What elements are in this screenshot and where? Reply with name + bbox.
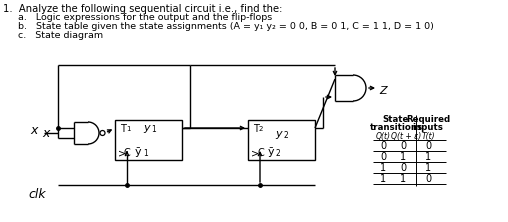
Text: 0: 0 (380, 141, 386, 151)
Text: 0: 0 (400, 163, 406, 172)
Text: ȳ: ȳ (268, 147, 275, 157)
Text: C: C (124, 148, 131, 158)
Text: 0: 0 (425, 141, 431, 151)
Text: 1: 1 (380, 163, 386, 172)
Text: y: y (143, 123, 150, 133)
Text: 1: 1 (400, 151, 406, 161)
Text: T(t): T(t) (421, 132, 435, 141)
Text: State: State (383, 115, 409, 124)
Text: ȳ: ȳ (135, 147, 142, 157)
Text: 1: 1 (400, 174, 406, 184)
Text: 1: 1 (143, 149, 148, 158)
Text: Required: Required (406, 115, 450, 124)
Text: Q(t): Q(t) (375, 132, 391, 141)
Text: inputs: inputs (412, 123, 443, 132)
Text: b.   State table given the state assignments (A = y₁ y₂ = 0 0, B = 0 1, C = 1 1,: b. State table given the state assignmen… (18, 22, 434, 31)
Text: >: > (118, 148, 126, 158)
Text: transitions: transitions (369, 123, 423, 132)
Text: Z: Z (379, 86, 387, 96)
Text: 2: 2 (259, 125, 263, 131)
Text: 1: 1 (380, 174, 386, 184)
Text: 2: 2 (276, 149, 281, 158)
Text: T: T (120, 124, 126, 134)
Text: x: x (30, 123, 38, 137)
Text: 2: 2 (283, 131, 288, 140)
Text: 1: 1 (126, 125, 131, 131)
Text: 0: 0 (400, 141, 406, 151)
Text: x: x (42, 127, 49, 139)
Text: T: T (253, 124, 259, 134)
Text: 1: 1 (151, 125, 156, 134)
Text: >: > (251, 148, 259, 158)
Text: 1: 1 (425, 163, 431, 172)
Text: 0: 0 (380, 151, 386, 161)
Text: 0: 0 (425, 174, 431, 184)
Text: Q(t + ε): Q(t + ε) (391, 132, 421, 141)
Text: a.   Logic expressions for the output and the flip-flops: a. Logic expressions for the output and … (18, 13, 272, 22)
Text: clk: clk (28, 188, 46, 201)
Text: 1: 1 (425, 151, 431, 161)
Bar (248, 120, 315, 160)
Bar (115, 120, 182, 160)
Text: C: C (257, 148, 264, 158)
Text: y: y (275, 129, 281, 139)
Text: 1.  Analyze the following sequential circuit i.e., find the:: 1. Analyze the following sequential circ… (3, 4, 282, 14)
Text: c.   State diagram: c. State diagram (18, 31, 103, 40)
